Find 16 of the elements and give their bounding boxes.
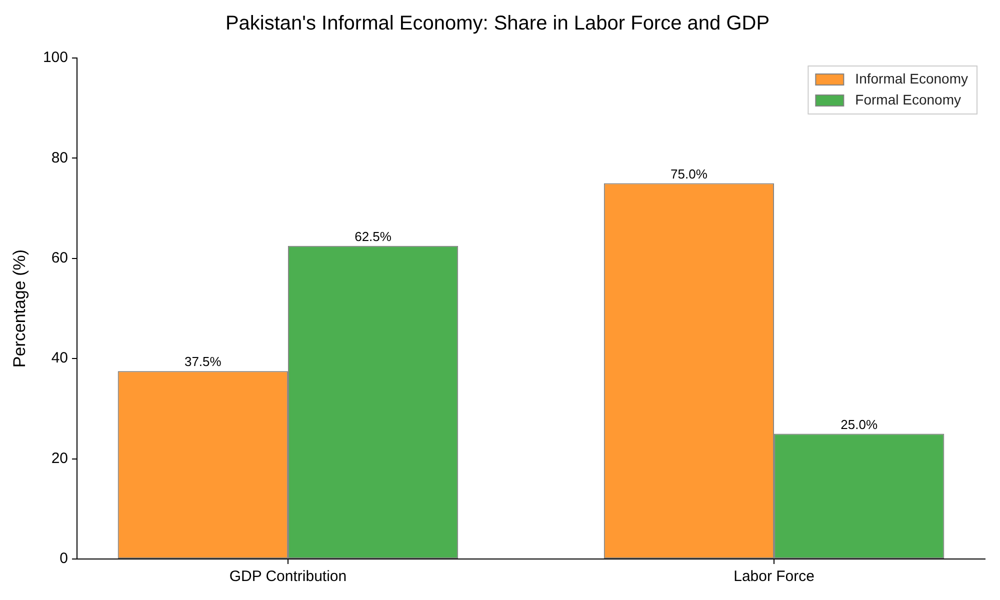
chart-title: Pakistan's Informal Economy: Share in Labor Force and GDP: [225, 12, 770, 35]
legend-label: Formal Economy: [855, 91, 961, 108]
y-tick-label: 20: [51, 450, 68, 467]
data-label: 75.0%: [670, 166, 708, 182]
x-tick-label: GDP Contribution: [229, 568, 347, 586]
x-tick-label: Labor Force: [734, 568, 814, 586]
data-label: 37.5%: [184, 354, 222, 370]
y-tick-label: 40: [51, 350, 68, 367]
y-tick-label: 60: [51, 250, 68, 267]
y-tick-label: 100: [42, 49, 68, 66]
y-tick-label: 0: [60, 550, 68, 568]
y-tick-label: 80: [51, 149, 68, 166]
data-label: 62.5%: [354, 228, 392, 244]
legend-label: Informal Economy: [855, 70, 968, 86]
data-label: 25.0%: [840, 416, 878, 432]
y-axis-title: Percentage (%): [10, 249, 29, 368]
